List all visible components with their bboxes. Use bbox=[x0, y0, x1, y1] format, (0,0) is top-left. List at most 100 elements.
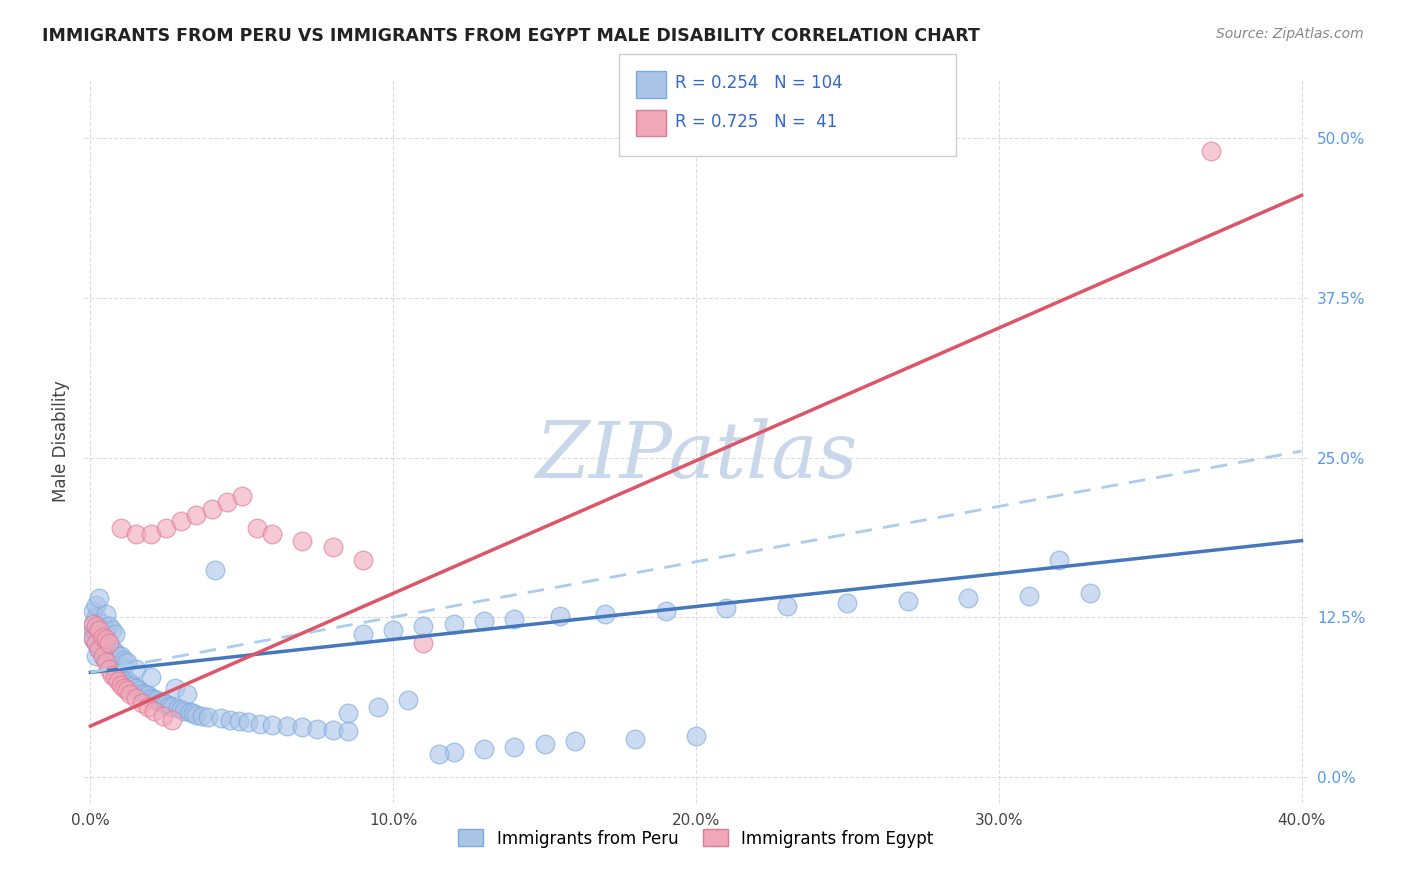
Point bbox=[97, 655, 120, 669]
Point bbox=[86, 648, 108, 663]
Point bbox=[1078, 586, 1101, 600]
Point bbox=[82, 623, 104, 637]
Point bbox=[136, 699, 159, 714]
Point bbox=[97, 619, 120, 633]
Point bbox=[685, 729, 707, 743]
Point bbox=[94, 623, 117, 637]
Point bbox=[121, 678, 143, 692]
Point bbox=[276, 719, 298, 733]
Point bbox=[155, 698, 177, 712]
Point bbox=[152, 696, 174, 710]
Point bbox=[82, 632, 104, 646]
Point bbox=[94, 652, 117, 666]
Point bbox=[503, 739, 526, 754]
Point bbox=[1199, 144, 1222, 158]
Point bbox=[548, 609, 571, 624]
Point bbox=[197, 710, 219, 724]
Point bbox=[176, 687, 198, 701]
Point bbox=[160, 713, 183, 727]
Point bbox=[352, 627, 374, 641]
Point bbox=[157, 698, 180, 713]
Point bbox=[837, 596, 859, 610]
Point bbox=[89, 630, 111, 644]
Point bbox=[716, 601, 738, 615]
Point bbox=[91, 616, 114, 631]
Point bbox=[89, 619, 111, 633]
Point bbox=[115, 683, 138, 698]
Point bbox=[91, 648, 114, 663]
Point bbox=[115, 674, 138, 689]
Y-axis label: Male Disability: Male Disability bbox=[52, 381, 70, 502]
Text: R = 0.254   N = 104: R = 0.254 N = 104 bbox=[675, 74, 842, 92]
Point bbox=[110, 648, 132, 663]
Point bbox=[352, 553, 374, 567]
Point bbox=[125, 661, 148, 675]
Point bbox=[503, 612, 526, 626]
Point bbox=[97, 636, 120, 650]
Point bbox=[139, 527, 162, 541]
Point bbox=[86, 627, 108, 641]
Point bbox=[654, 604, 676, 618]
Point bbox=[139, 690, 162, 705]
Point bbox=[94, 632, 117, 646]
Point bbox=[396, 693, 419, 707]
Point bbox=[291, 533, 314, 548]
Point bbox=[322, 540, 344, 554]
Point bbox=[134, 687, 156, 701]
Point bbox=[262, 527, 284, 541]
Point bbox=[186, 707, 208, 722]
Point bbox=[82, 616, 104, 631]
Point bbox=[218, 713, 240, 727]
Point bbox=[209, 711, 232, 725]
Point bbox=[1047, 553, 1070, 567]
Point bbox=[186, 508, 208, 522]
Point bbox=[91, 630, 114, 644]
Point bbox=[94, 607, 117, 621]
Point bbox=[125, 690, 148, 705]
Point bbox=[215, 495, 238, 509]
Point bbox=[191, 709, 214, 723]
Text: Source: ZipAtlas.com: Source: ZipAtlas.com bbox=[1216, 27, 1364, 41]
Point bbox=[593, 607, 616, 621]
Point bbox=[564, 734, 586, 748]
Point bbox=[236, 715, 259, 730]
Point bbox=[173, 704, 195, 718]
Point bbox=[91, 648, 114, 663]
Point bbox=[143, 692, 166, 706]
Point bbox=[100, 642, 122, 657]
Point bbox=[131, 696, 153, 710]
Point bbox=[86, 619, 108, 633]
Point bbox=[170, 515, 193, 529]
Point bbox=[128, 683, 150, 698]
Point bbox=[104, 645, 127, 659]
Point bbox=[94, 655, 117, 669]
Point bbox=[115, 655, 138, 669]
Point bbox=[110, 678, 132, 692]
Point bbox=[100, 657, 122, 672]
Point bbox=[118, 687, 141, 701]
Point bbox=[533, 737, 555, 751]
Point bbox=[110, 668, 132, 682]
Point bbox=[228, 714, 250, 728]
Point bbox=[472, 742, 495, 756]
Point bbox=[82, 604, 104, 618]
Point bbox=[412, 619, 434, 633]
Point bbox=[125, 681, 148, 695]
Point bbox=[110, 521, 132, 535]
Point bbox=[125, 527, 148, 541]
Point bbox=[200, 501, 222, 516]
Point bbox=[1018, 589, 1040, 603]
Legend: Immigrants from Peru, Immigrants from Egypt: Immigrants from Peru, Immigrants from Eg… bbox=[450, 821, 942, 856]
Point bbox=[322, 723, 344, 737]
Point bbox=[262, 718, 284, 732]
Point bbox=[112, 671, 135, 685]
Point bbox=[957, 591, 980, 606]
Point bbox=[104, 627, 127, 641]
Point bbox=[412, 636, 434, 650]
Point bbox=[82, 616, 104, 631]
Point bbox=[231, 489, 253, 503]
Point bbox=[136, 689, 159, 703]
Point bbox=[179, 705, 201, 719]
Point bbox=[427, 747, 450, 762]
Point bbox=[143, 704, 166, 718]
